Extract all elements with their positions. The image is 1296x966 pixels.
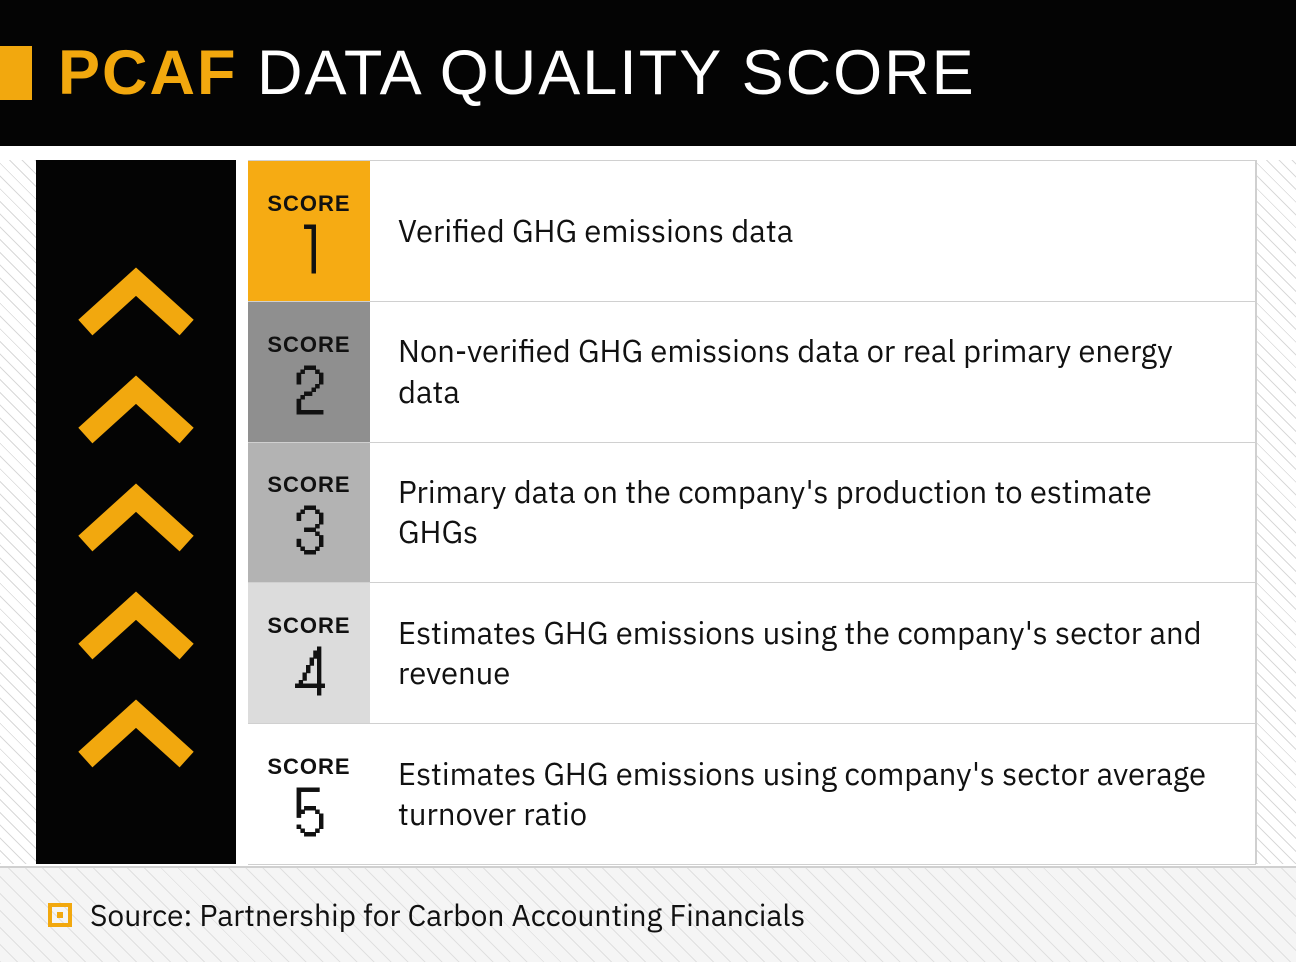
score-badge: SCORE5 [248, 724, 370, 864]
footer-bar: Source: Partnership for Carbon Accountin… [0, 866, 1296, 962]
score-badge: SCORE2 [248, 302, 370, 442]
score-row-2: SCORE2Non-verified GHG emissions data or… [248, 302, 1255, 443]
score-number: 2 [295, 364, 323, 412]
chevron-up-icon [71, 253, 201, 339]
score-row-3: SCORE3Primary data on the company's prod… [248, 443, 1255, 584]
hatch-strip-right [1256, 160, 1296, 864]
column-gap [236, 160, 248, 864]
score-badge: SCORE4 [248, 583, 370, 723]
header-bar: PCAF DATA QUALITY SCORE [0, 0, 1296, 146]
score-row-5: SCORE5Estimates GHG emissions using comp… [248, 724, 1255, 865]
score-badge: SCORE1 [248, 161, 370, 301]
score-description: Non-verified GHG emissions data or real … [370, 302, 1255, 442]
score-number: 3 [295, 504, 323, 552]
chevron-up-icon [71, 685, 201, 771]
header-accent-block [0, 46, 32, 100]
score-number: 1 [295, 223, 323, 271]
score-description: Verified GHG emissions data [370, 161, 1255, 301]
score-table: SCORE1Verified GHG emissions dataSCORE2N… [248, 160, 1256, 865]
title-brand: PCAF [58, 38, 238, 108]
score-row-1: SCORE1Verified GHG emissions data [248, 161, 1255, 302]
score-description: Estimates GHG emissions using the compan… [370, 583, 1255, 723]
chevron-up-icon [71, 577, 201, 663]
score-number: 5 [295, 786, 323, 834]
main-content: SCORE1Verified GHG emissions dataSCORE2N… [0, 160, 1296, 864]
chevron-up-icon [71, 361, 201, 447]
score-description: Estimates GHG emissions using company's … [370, 724, 1255, 864]
score-badge: SCORE3 [248, 443, 370, 583]
score-number: 4 [295, 645, 323, 693]
footer-source-text: Source: Partnership for Carbon Accountin… [90, 896, 805, 935]
page-title: PCAF DATA QUALITY SCORE [58, 37, 976, 109]
chevron-up-icon [71, 469, 201, 555]
chevron-column [36, 160, 236, 864]
score-description: Primary data on the company's production… [370, 443, 1255, 583]
title-rest: DATA QUALITY SCORE [238, 38, 976, 108]
footer-bullet-icon [48, 903, 72, 927]
hatch-strip-left [0, 160, 36, 864]
score-row-4: SCORE4Estimates GHG emissions using the … [248, 583, 1255, 724]
